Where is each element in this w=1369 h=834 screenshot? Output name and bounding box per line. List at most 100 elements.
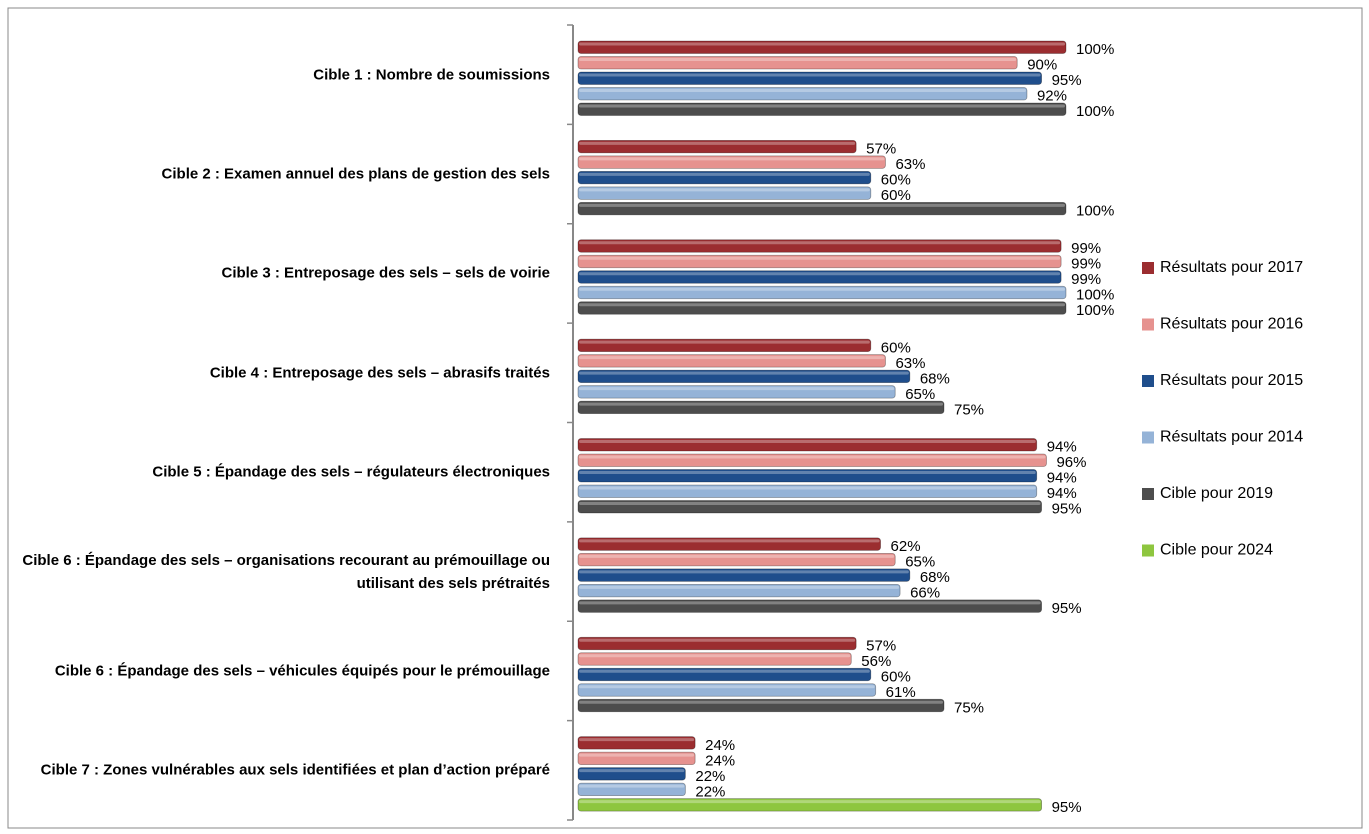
data-label: 57% xyxy=(866,637,896,654)
bar-highlight xyxy=(579,455,1046,459)
bar xyxy=(577,139,857,154)
bar xyxy=(577,767,686,781)
bar xyxy=(577,552,896,567)
data-label: 60% xyxy=(881,668,911,685)
bar-highlight xyxy=(579,58,1017,61)
bar xyxy=(577,254,1062,269)
bar xyxy=(577,469,1038,483)
data-label: 99% xyxy=(1071,255,1101,272)
bar xyxy=(577,102,1067,116)
bar-highlight xyxy=(579,371,909,375)
data-label: 99% xyxy=(1071,271,1101,288)
bar xyxy=(577,599,1043,613)
bar-highlight xyxy=(579,471,1036,474)
bar xyxy=(577,568,911,582)
data-label: 100% xyxy=(1076,203,1114,220)
bar xyxy=(577,636,857,651)
bar-highlight xyxy=(579,669,870,673)
bar-highlight xyxy=(579,601,1041,605)
data-label: 22% xyxy=(695,783,725,800)
bar xyxy=(577,537,881,551)
data-label: 99% xyxy=(1071,240,1101,257)
data-label: 60% xyxy=(881,339,911,356)
bar xyxy=(577,683,877,697)
bar-highlight xyxy=(579,303,1065,307)
bar xyxy=(577,667,872,682)
bar xyxy=(577,798,1043,812)
bar xyxy=(577,438,1038,452)
bar xyxy=(577,285,1067,300)
data-label: 95% xyxy=(1052,72,1082,89)
data-label: 66% xyxy=(910,585,940,602)
data-label: 92% xyxy=(1037,88,1067,105)
legend-label: Résultats pour 2015 xyxy=(1160,372,1303,389)
bar-highlight xyxy=(579,73,1041,77)
bar-highlight xyxy=(579,172,870,176)
legend-label: Résultats pour 2016 xyxy=(1160,316,1303,333)
bar xyxy=(577,239,1062,253)
data-label: 56% xyxy=(861,653,891,670)
bar xyxy=(577,484,1038,498)
bar-highlight xyxy=(579,784,685,788)
bar-highlight xyxy=(579,256,1061,260)
bar-highlight xyxy=(579,654,851,658)
data-label: 94% xyxy=(1047,485,1077,502)
bar-highlight xyxy=(579,685,875,689)
data-label: 61% xyxy=(886,684,916,701)
data-label: 94% xyxy=(1047,470,1077,487)
data-label: 62% xyxy=(891,538,921,555)
bar xyxy=(577,500,1043,514)
bar-highlight xyxy=(579,502,1041,505)
category-label: Cible 6 : Épandage des sels – organisati… xyxy=(22,551,550,592)
legend-swatch xyxy=(1142,544,1154,557)
bar xyxy=(577,338,872,353)
bar-highlight xyxy=(579,272,1061,276)
bar xyxy=(577,87,1028,101)
bar xyxy=(577,56,1018,70)
bar xyxy=(577,782,686,797)
bar xyxy=(577,71,1043,85)
data-label: 100% xyxy=(1076,286,1114,303)
bar-highlight xyxy=(579,554,895,558)
bar-highlight xyxy=(579,738,695,742)
data-label: 75% xyxy=(954,699,984,716)
category-label: Cible 2 : Examen annuel des plans de ges… xyxy=(161,165,550,183)
bar xyxy=(577,751,696,766)
data-label: 68% xyxy=(920,569,950,586)
legend-label: Cible pour 2019 xyxy=(1160,485,1273,502)
bar xyxy=(577,155,886,169)
data-label: 95% xyxy=(1052,799,1082,816)
legend-swatch xyxy=(1142,262,1154,274)
bar xyxy=(577,698,945,713)
bar-highlight xyxy=(579,800,1041,804)
bar-highlight xyxy=(579,203,1065,207)
bar xyxy=(577,186,872,200)
legend-label: Résultats pour 2017 xyxy=(1160,259,1303,276)
data-label: 63% xyxy=(895,355,925,372)
bar-highlight xyxy=(579,769,685,773)
bar-highlight xyxy=(579,440,1036,443)
legend-swatch xyxy=(1142,375,1154,387)
bar-highlight xyxy=(579,42,1065,46)
bar-highlight xyxy=(579,700,943,704)
data-label: 24% xyxy=(705,737,735,754)
bar-highlight xyxy=(579,486,1036,490)
data-label: 94% xyxy=(1047,439,1077,456)
bar-highlight xyxy=(579,638,856,642)
bar xyxy=(577,270,1062,284)
bar-highlight xyxy=(579,340,870,344)
bar xyxy=(577,40,1067,54)
data-label: 65% xyxy=(905,386,935,403)
data-label: 90% xyxy=(1027,57,1057,74)
data-label: 60% xyxy=(881,187,911,204)
legend-swatch xyxy=(1142,488,1154,500)
category-label: Cible 5 : Épandage des sels – régulateur… xyxy=(152,463,550,481)
data-label: 100% xyxy=(1076,103,1114,120)
bar xyxy=(577,652,852,666)
bar-highlight xyxy=(579,157,885,161)
data-label: 22% xyxy=(695,768,725,785)
category-label: Cible 6 : Épandage des sels – véhicules … xyxy=(54,662,550,680)
data-label: 100% xyxy=(1076,302,1114,319)
